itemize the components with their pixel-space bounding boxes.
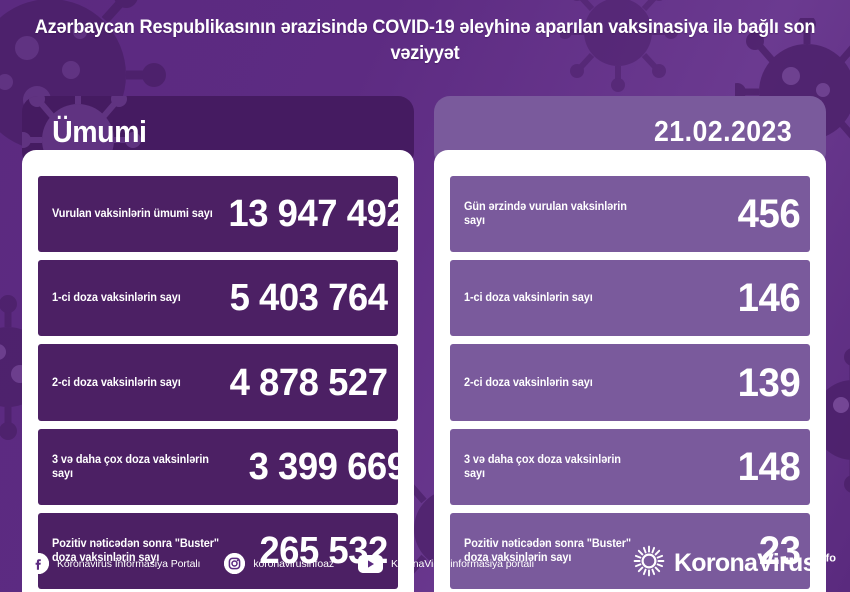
cumulative-panel-title: Ümumi [52,114,147,149]
stat-label: 2-ci doza vaksinlərin sayı [52,376,181,389]
stat-value: 139 [737,360,800,405]
page-title: Azərbaycan Respublikasının ərazisində CO… [34,16,816,64]
stat-label: Vurulan vaksinlərin ümumi sayı [52,208,213,221]
stat-row: 2-ci doza vaksinlərin sayı 4 878 527 [38,344,398,421]
stat-label: 3 və daha çox doza vaksinlərin sayı [52,453,209,480]
social-label: koronavirusinfoaz [253,557,334,570]
stat-row: Vurulan vaksinlərin ümumi sayı 13 947 49… [38,176,407,253]
stat-label: Pozitiv nəticədən sonra "Buster" doza va… [464,537,631,564]
stat-row: Pozitiv nəticədən sonra "Buster" doza va… [450,512,810,590]
social-label: KoronaVirus informasiya portalı [390,557,535,570]
stat-value: 5 403 764 [230,277,388,320]
daily-stats-card: Gün ərzində vurulan vaksinlərin sayı 456… [434,150,826,592]
cumulative-panel: Ümumi Vurulan vaksinlərin ümumi sayı 13 … [22,96,414,592]
daily-panel: 21.02.2023 Gün ərzində vurulan vaksinlər… [434,96,826,592]
social-label: Koronavirus İnformasiya Portalı [57,557,201,570]
brand-name: KoronaVirusinfo [674,549,836,578]
stat-label: 1-ci doza vaksinlərin sayı [464,292,593,305]
virus-decoration-icon [560,0,680,92]
stat-value: 3 399 669 [248,445,407,488]
stat-value: 23 [758,528,800,573]
cumulative-stats-card: Vurulan vaksinlərin ümumi sayı 13 947 49… [22,150,414,592]
stat-label: 3 və daha çox doza vaksinlərin sayı [464,453,621,480]
brand-suffix: info [815,552,836,565]
stat-value: 4 878 527 [230,361,388,404]
stat-value: 148 [737,444,800,489]
youtube-icon [357,554,383,573]
stat-value: 13 947 492 [228,193,407,236]
stat-row: 1-ci doza vaksinlərin sayı 5 403 764 [38,260,398,337]
social-link-youtube[interactable]: KoronaVirus informasiya portalı [357,554,535,573]
stat-label: Pozitiv nəticədən sonra "Buster" doza va… [52,537,219,564]
stat-row: 3 və daha çox doza vaksinlərin sayı 3 39… [38,428,407,505]
stat-label: 1-ci doza vaksinlərin sayı [52,292,181,305]
stat-row: Gün ərzində vurulan vaksinlərin sayı 456 [450,176,810,253]
footer: Koronavirus İnformasiya Portalı koronavi… [0,535,850,592]
stat-value: 456 [737,192,800,237]
stat-value: 146 [737,276,800,321]
report-date: 21.02.2023 [653,115,792,148]
facebook-icon [28,553,49,574]
stat-row: 3 və daha çox doza vaksinlərin sayı 148 [450,428,810,505]
stat-row: 1-ci doza vaksinlərin sayı 146 [450,260,810,337]
virus-sun-icon [633,545,665,582]
brand-logo[interactable]: KoronaVirusinfo [633,545,836,582]
social-link-instagram[interactable]: koronavirusinfoaz [224,553,334,574]
stat-label: 2-ci doza vaksinlərin sayı [464,376,593,389]
social-link-facebook[interactable]: Koronavirus İnformasiya Portalı [28,553,200,574]
stat-label: Gün ərzində vurulan vaksinlərin sayı [464,201,627,228]
stat-row: Pozitiv nəticədən sonra "Buster" doza va… [38,512,398,590]
brand-name-text: KoronaVirus [673,549,817,577]
instagram-icon [224,553,246,574]
stat-row: 2-ci doza vaksinlərin sayı 139 [450,344,810,421]
